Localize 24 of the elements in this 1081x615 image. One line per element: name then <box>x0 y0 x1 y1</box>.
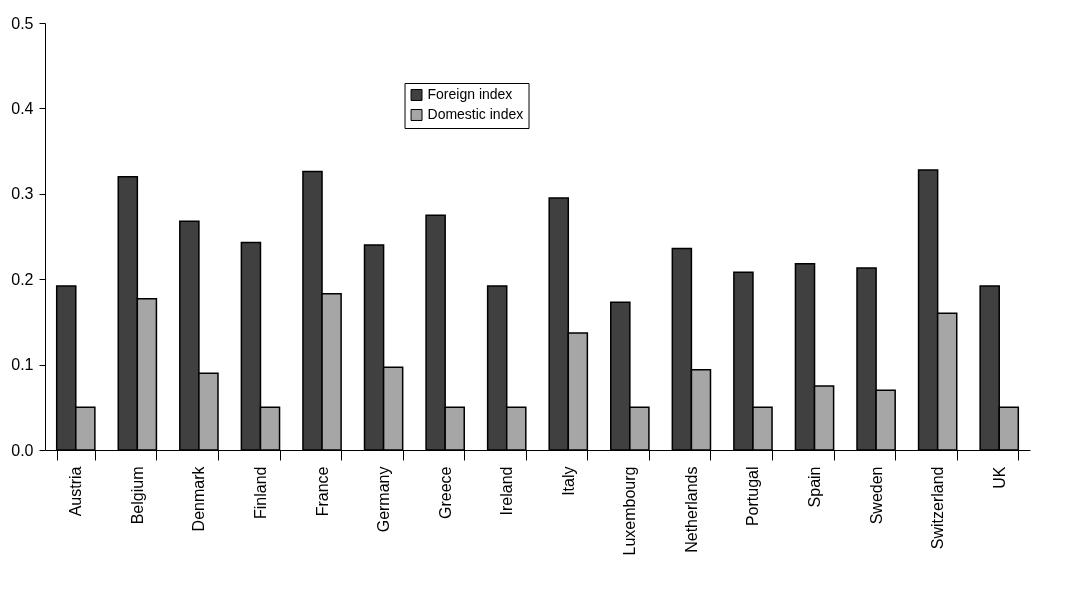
x-tick-label: Ireland <box>498 466 516 516</box>
y-tick-label: 0.0 <box>11 441 34 459</box>
x-tick-label: Spain <box>806 466 824 508</box>
x-tick-label: Portugal <box>744 466 762 527</box>
x-tick-label: Germany <box>375 466 393 533</box>
x-tick-label: Finland <box>251 466 269 519</box>
y-tick-label: 0.2 <box>11 270 34 288</box>
y-tick-label: 0.5 <box>11 14 34 32</box>
x-tick-label: UK <box>990 466 1008 489</box>
y-tick-label: 0.1 <box>11 356 34 374</box>
x-tick-label: Switzerland <box>929 466 947 550</box>
y-tick-label: 0.3 <box>11 185 34 203</box>
x-tick-label: Luxembourg <box>621 466 639 556</box>
y-tick-label: 0.4 <box>11 99 34 117</box>
x-tick-label: Greece <box>436 466 454 519</box>
x-tick-label: Italy <box>559 466 577 496</box>
x-tick-label: Netherlands <box>682 466 700 553</box>
legend-label: Foreign index <box>427 86 513 102</box>
x-tick-label: Denmark <box>190 465 208 532</box>
legend-label: Domestic index <box>427 106 524 122</box>
x-tick-label: Belgium <box>128 466 146 525</box>
x-tick-label: Sweden <box>867 466 885 525</box>
x-tick-label: France <box>313 466 331 517</box>
x-tick-label: Austria <box>67 466 85 517</box>
